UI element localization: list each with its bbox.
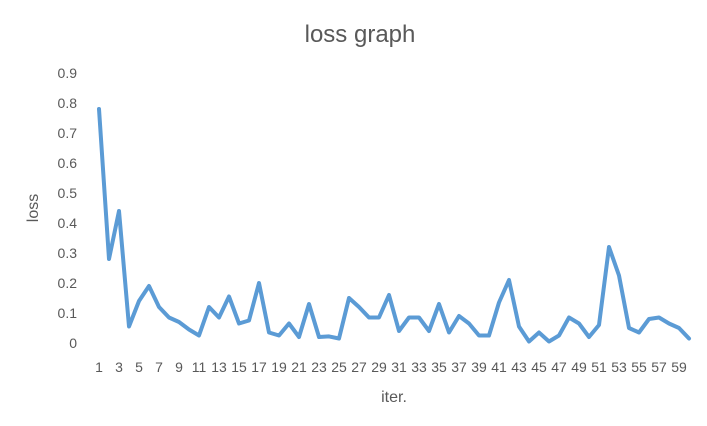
y-tick-label: 0.9 <box>58 65 78 81</box>
x-tick-label: 49 <box>571 359 587 375</box>
x-tick-label: 35 <box>431 359 447 375</box>
y-tick-label: 0.7 <box>58 125 78 141</box>
x-tick-label: 33 <box>411 359 427 375</box>
x-tick-label: 45 <box>531 359 547 375</box>
x-tick-label: 37 <box>451 359 467 375</box>
x-tick-label: 31 <box>391 359 407 375</box>
x-tick-label: 59 <box>671 359 687 375</box>
x-tick-label: 57 <box>651 359 667 375</box>
x-tick-label: 55 <box>631 359 647 375</box>
y-tick-label: 0.1 <box>58 305 78 321</box>
y-tick-label: 0.5 <box>58 185 78 201</box>
y-axis-label: loss <box>25 194 42 222</box>
y-tick-label: 0.8 <box>58 95 78 111</box>
x-tick-label: 5 <box>135 359 143 375</box>
x-tick-label: 1 <box>95 359 103 375</box>
x-tick-label: 9 <box>175 359 183 375</box>
x-tick-label: 47 <box>551 359 567 375</box>
chart-title: loss graph <box>305 21 416 48</box>
x-tick-label: 29 <box>371 359 387 375</box>
x-tick-label: 21 <box>291 359 307 375</box>
y-tick-label: 0.3 <box>58 245 78 261</box>
x-tick-label: 17 <box>251 359 267 375</box>
x-tick-label: 27 <box>351 359 367 375</box>
y-tick-label: 0 <box>69 335 77 351</box>
x-tick-label: 53 <box>611 359 627 375</box>
x-tick-label: 11 <box>192 359 207 375</box>
x-tick-label: 3 <box>115 359 123 375</box>
x-tick-label: 19 <box>271 359 287 375</box>
x-axis-label: iter. <box>381 389 407 406</box>
x-tick-label: 41 <box>491 359 507 375</box>
y-tick-label: 0.2 <box>58 275 78 291</box>
y-tick-label: 0.6 <box>58 155 78 171</box>
x-tick-label: 51 <box>591 359 607 375</box>
x-axis-ticks: 1 3 5 7 9 11 13 15 17 19 21 23 25 27 29 31 33 35 37 39 41 43 4… <box>95 359 687 375</box>
x-tick-label: 43 <box>511 359 527 375</box>
x-tick-label: 13 <box>211 359 227 375</box>
x-tick-label: 7 <box>155 359 163 375</box>
y-axis-ticks: 0 0.1 0.2 0.3 0.4 0.5 0.6 0.7 0.8 0.9 <box>58 65 78 351</box>
y-tick-label: 0.4 <box>58 215 78 231</box>
x-tick-label: 15 <box>231 359 247 375</box>
x-tick-label: 23 <box>311 359 327 375</box>
x-tick-label: 25 <box>331 359 347 375</box>
x-tick-label: 39 <box>471 359 487 375</box>
loss-series-line <box>97 107 691 344</box>
